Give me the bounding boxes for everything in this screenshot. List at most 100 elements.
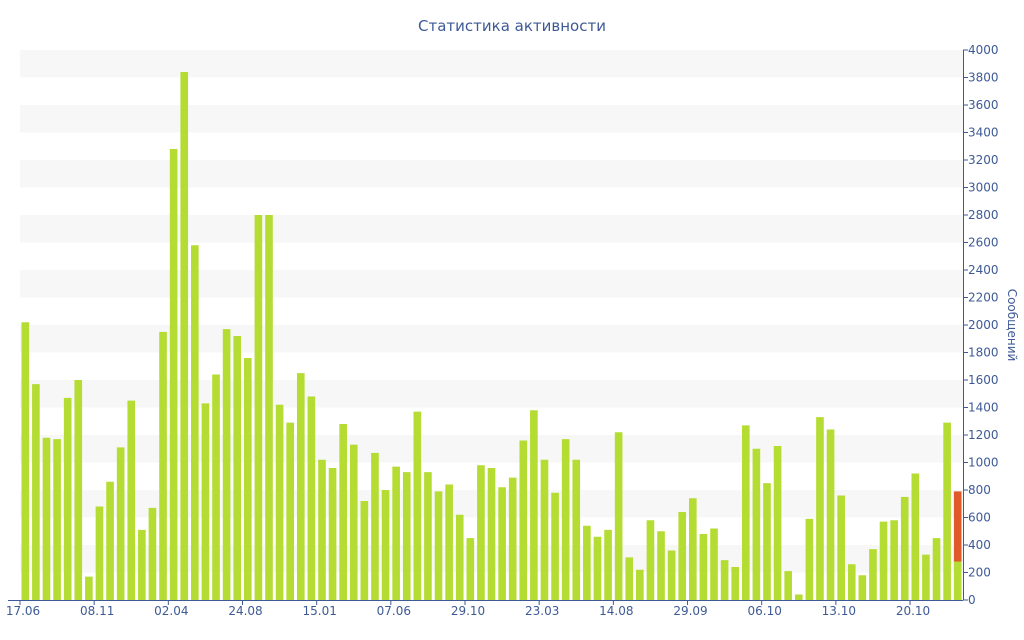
bar [243,358,252,600]
grid-band [20,50,963,78]
y-tick-label: 3200 [968,153,999,167]
bar [74,380,83,600]
bar [847,564,856,600]
bar [837,495,845,600]
bar [180,72,189,600]
bar [752,448,761,600]
bar [106,481,114,600]
bar [286,422,294,600]
bar [614,432,623,600]
y-tick-label: 600 [968,511,991,525]
bar [191,245,199,600]
y-tick-label: 3800 [968,71,999,85]
bar [127,400,136,600]
bar [381,490,390,600]
bar [657,531,665,600]
grid-band [20,105,963,133]
bar [53,439,61,600]
x-tick-label: 17.06 [6,604,40,618]
bar [720,560,729,600]
y-tick-label: 3600 [968,98,999,112]
x-tick-label: 23.03 [525,604,559,618]
bar [222,329,231,600]
bar [741,425,750,600]
bar [922,554,930,600]
x-tick-label: 20.10 [896,604,930,618]
bar [402,472,411,600]
bar [816,417,824,600]
bar [943,422,951,600]
y-tick-label: 2400 [968,263,999,277]
bar [530,410,538,600]
x-tick-label: 07.06 [377,604,411,618]
grid-band [20,160,963,188]
bar [349,444,358,600]
bar [42,437,51,600]
bar [498,487,506,600]
y-tick-label: 2800 [968,208,999,222]
bar [477,465,485,600]
bar [392,466,400,600]
y-axis-label: Сообщений [1005,289,1019,362]
y-tick-label: 200 [968,566,991,580]
bar [731,567,740,600]
bar [233,336,242,600]
y-tick-label: 3400 [968,126,999,140]
bar [148,507,157,600]
bar [254,215,263,600]
y-tick-label: 400 [968,538,991,552]
bar [85,576,93,600]
bar [604,529,612,600]
x-tick-label: 13.10 [822,604,856,618]
y-tick-label: 2600 [968,236,999,250]
bar [519,440,528,600]
x-tick-label: 06.10 [748,604,782,618]
x-tick-label: 02.04 [154,604,188,618]
bar [32,384,40,600]
y-tick-label: 4000 [968,43,999,57]
bar [138,529,146,600]
y-axis: 0 200 400 600 800 1000 1200 1400 1600 1800 2000 220… [963,43,999,607]
bar [540,459,549,600]
y-tick-label: 1800 [968,346,999,360]
bar [339,424,347,600]
x-tick-label: 29.10 [451,604,485,618]
bar [265,215,273,600]
bar [318,459,326,600]
x-tick-label: 14.08 [599,604,633,618]
x-tick-label: 15.01 [302,604,336,618]
bar [561,439,570,600]
bar [445,484,453,600]
bar [116,447,125,600]
bar [911,473,920,600]
bar [212,374,220,600]
chart-title: Статистика активности [418,17,606,35]
x-tick-label: 29.09 [673,604,707,618]
bar [689,498,697,600]
bar [434,491,443,600]
bar [953,561,962,600]
bar [805,518,814,600]
y-tick-label: 3000 [968,181,999,195]
bar [636,569,644,600]
bar [763,483,771,600]
bar [95,506,104,600]
bar [583,525,591,600]
bar [487,468,496,600]
y-tick-label: 2200 [968,291,999,305]
bar-series [21,72,962,600]
bar [508,477,517,600]
bar [466,538,475,600]
bar [169,149,178,600]
bar [794,594,803,600]
bar [360,501,369,600]
bar [371,452,379,600]
bar-highlight [953,491,962,562]
bar [646,520,655,600]
bar [890,520,898,600]
bar [879,521,888,600]
bar [784,571,792,600]
x-axis: 17.06 08.11 02.04 24.08 15.01 07.06 29.10 23.03… [6,600,963,618]
